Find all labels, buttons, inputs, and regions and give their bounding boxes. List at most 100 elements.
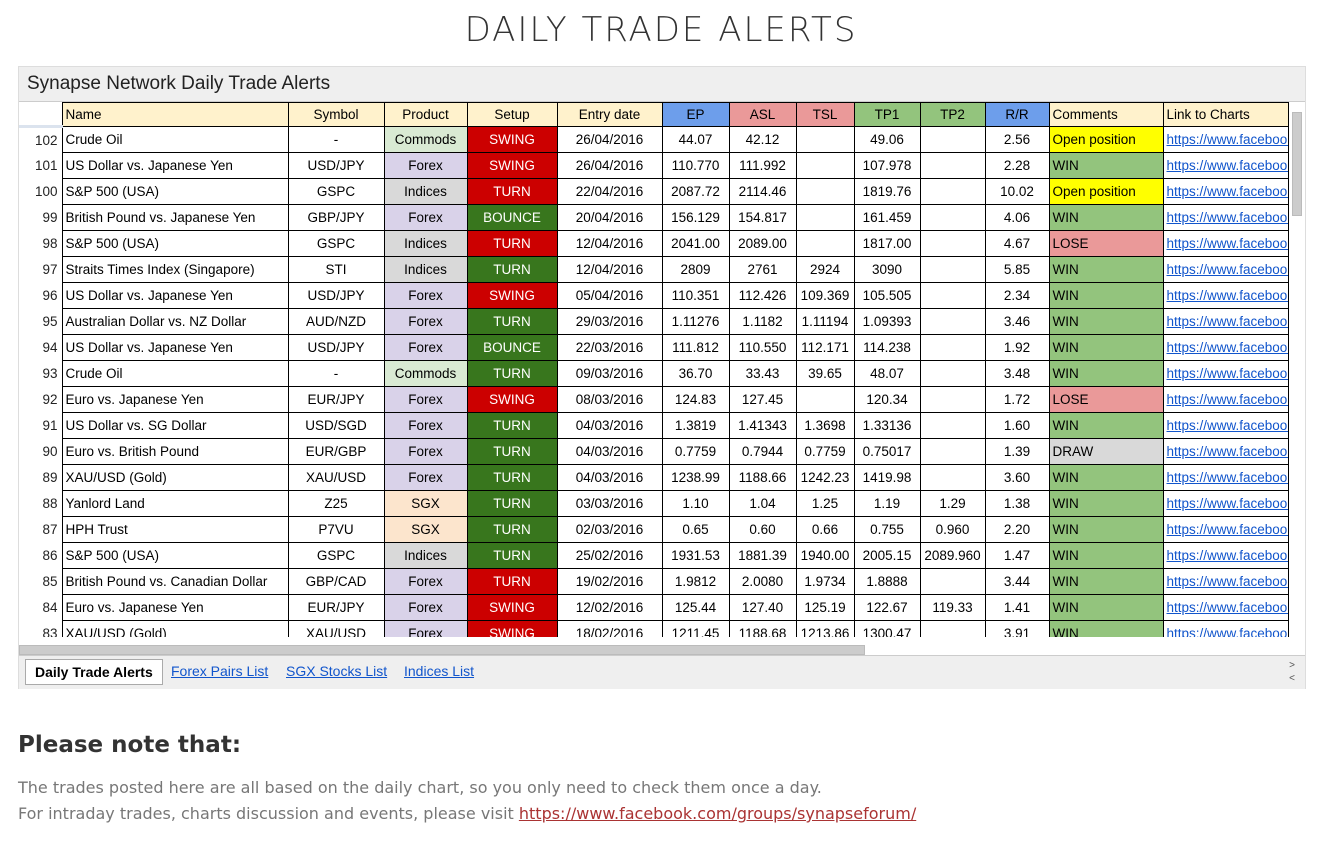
- name-header[interactable]: Name: [61, 102, 289, 127]
- cell-rr[interactable]: 1.47: [984, 542, 1050, 569]
- cell-comment[interactable]: WIN: [1048, 464, 1164, 491]
- cell-product[interactable]: Indices: [383, 230, 468, 257]
- cell-ep[interactable]: 1.9812: [661, 568, 730, 595]
- cell-product[interactable]: Indices: [383, 178, 468, 205]
- cell-link[interactable]: https://www.facebook: [1162, 490, 1289, 517]
- cell-asl[interactable]: 2761: [728, 256, 797, 283]
- cell-symbol[interactable]: EUR/JPY: [287, 594, 385, 621]
- cell-tsl[interactable]: 39.65: [795, 360, 855, 387]
- cell-comment[interactable]: WIN: [1048, 256, 1164, 283]
- cell-setup[interactable]: TURN: [466, 438, 558, 465]
- cell-tsl[interactable]: 125.19: [795, 594, 855, 621]
- cell-rr[interactable]: 2.56: [984, 126, 1050, 153]
- cell-tsl[interactable]: 1.9734: [795, 568, 855, 595]
- tsl-header[interactable]: TSL: [795, 102, 855, 127]
- cell-link[interactable]: https://www.facebook: [1162, 542, 1289, 569]
- cell-tp1[interactable]: 105.505: [853, 282, 921, 309]
- cell-symbol[interactable]: Z25: [287, 490, 385, 517]
- cell-rr[interactable]: 2.34: [984, 282, 1050, 309]
- cell-ep[interactable]: 1.10: [661, 490, 730, 517]
- cell-product[interactable]: Commods: [383, 360, 468, 387]
- cell-tp2[interactable]: [919, 412, 986, 439]
- cell-rr[interactable]: 10.02: [984, 178, 1050, 205]
- cell-entry-date[interactable]: 09/03/2016: [556, 360, 663, 387]
- cell-setup[interactable]: TURN: [466, 178, 558, 205]
- cell-comment[interactable]: WIN: [1048, 282, 1164, 309]
- cell-symbol[interactable]: EUR/JPY: [287, 386, 385, 413]
- cell-product[interactable]: Forex: [383, 412, 468, 439]
- cell-setup[interactable]: TURN: [466, 308, 558, 335]
- cell-name[interactable]: S&P 500 (USA): [61, 542, 289, 569]
- cell-comment[interactable]: WIN: [1048, 412, 1164, 439]
- cell-symbol[interactable]: GSPC: [287, 542, 385, 569]
- cell-ep[interactable]: 0.7759: [661, 438, 730, 465]
- cell-tp2[interactable]: [919, 282, 986, 309]
- setup-header[interactable]: Setup: [466, 102, 558, 127]
- chart-link[interactable]: https://www.facebook: [1166, 392, 1288, 407]
- cell-symbol[interactable]: USD/JPY: [287, 334, 385, 361]
- cell-asl[interactable]: 1.41343: [728, 412, 797, 439]
- cell-rr[interactable]: 3.48: [984, 360, 1050, 387]
- cell-tp2[interactable]: 2089.960: [919, 542, 986, 569]
- cell-name[interactable]: S&P 500 (USA): [61, 230, 289, 257]
- grid-viewport[interactable]: Name Symbol Product Setup Entry date EP …: [19, 102, 1289, 637]
- cell-rr[interactable]: 2.28: [984, 152, 1050, 179]
- cell-setup[interactable]: TURN: [466, 568, 558, 595]
- cell-symbol[interactable]: XAU/USD: [287, 620, 385, 637]
- cell-asl[interactable]: 154.817: [728, 204, 797, 231]
- cell-rr[interactable]: 1.72: [984, 386, 1050, 413]
- cell-entry-date[interactable]: 08/03/2016: [556, 386, 663, 413]
- chart-link[interactable]: https://www.facebook: [1166, 288, 1288, 303]
- cell-comment[interactable]: WIN: [1048, 308, 1164, 335]
- cell-name[interactable]: Crude Oil: [61, 126, 289, 153]
- cell-asl[interactable]: 1881.39: [728, 542, 797, 569]
- cell-symbol[interactable]: -: [287, 360, 385, 387]
- cell-tsl[interactable]: 2924: [795, 256, 855, 283]
- cell-link[interactable]: https://www.facebook: [1162, 438, 1289, 465]
- vertical-scrollbar[interactable]: [1292, 112, 1302, 216]
- cell-tp2[interactable]: [919, 620, 986, 637]
- cell-product[interactable]: Indices: [383, 542, 468, 569]
- cell-ep[interactable]: 1211.45: [661, 620, 730, 637]
- cell-symbol[interactable]: STI: [287, 256, 385, 283]
- chart-link[interactable]: https://www.facebook: [1166, 262, 1288, 277]
- cell-product[interactable]: Commods: [383, 126, 468, 153]
- cell-tsl[interactable]: [795, 386, 855, 413]
- cell-comment[interactable]: Open position: [1048, 126, 1164, 153]
- cell-entry-date[interactable]: 12/04/2016: [556, 256, 663, 283]
- cell-link[interactable]: https://www.facebook: [1162, 126, 1289, 153]
- cell-comment[interactable]: WIN: [1048, 334, 1164, 361]
- cell-link[interactable]: https://www.facebook: [1162, 204, 1289, 231]
- cell-comment[interactable]: WIN: [1048, 594, 1164, 621]
- cell-setup[interactable]: SWING: [466, 386, 558, 413]
- cell-link[interactable]: https://www.facebook: [1162, 412, 1289, 439]
- cell-setup[interactable]: TURN: [466, 360, 558, 387]
- cell-tp2[interactable]: [919, 152, 986, 179]
- cell-link[interactable]: https://www.facebook: [1162, 464, 1289, 491]
- tp1-header[interactable]: TP1: [853, 102, 921, 127]
- link-header[interactable]: Link to Charts: [1162, 102, 1289, 127]
- product-header[interactable]: Product: [383, 102, 468, 127]
- cell-entry-date[interactable]: 19/02/2016: [556, 568, 663, 595]
- tab-scroll-right-icon[interactable]: >: [1289, 660, 1295, 671]
- cell-rr[interactable]: 3.60: [984, 464, 1050, 491]
- cell-ep[interactable]: 1931.53: [661, 542, 730, 569]
- cell-symbol[interactable]: EUR/GBP: [287, 438, 385, 465]
- cell-entry-date[interactable]: 29/03/2016: [556, 308, 663, 335]
- cell-tp2[interactable]: [919, 230, 986, 257]
- cell-asl[interactable]: 33.43: [728, 360, 797, 387]
- cell-comment[interactable]: WIN: [1048, 568, 1164, 595]
- cell-setup[interactable]: SWING: [466, 594, 558, 621]
- cell-setup[interactable]: TURN: [466, 464, 558, 491]
- cell-tp1[interactable]: 1.8888: [853, 568, 921, 595]
- cell-tp2[interactable]: [919, 308, 986, 335]
- cell-tp2[interactable]: [919, 204, 986, 231]
- cell-tp1[interactable]: 1.19: [853, 490, 921, 517]
- cell-tp1[interactable]: 48.07: [853, 360, 921, 387]
- cell-name[interactable]: XAU/USD (Gold): [61, 464, 289, 491]
- cell-symbol[interactable]: USD/SGD: [287, 412, 385, 439]
- cell-symbol[interactable]: GSPC: [287, 230, 385, 257]
- cell-entry-date[interactable]: 12/02/2016: [556, 594, 663, 621]
- cell-product[interactable]: SGX: [383, 490, 468, 517]
- cell-rr[interactable]: 4.06: [984, 204, 1050, 231]
